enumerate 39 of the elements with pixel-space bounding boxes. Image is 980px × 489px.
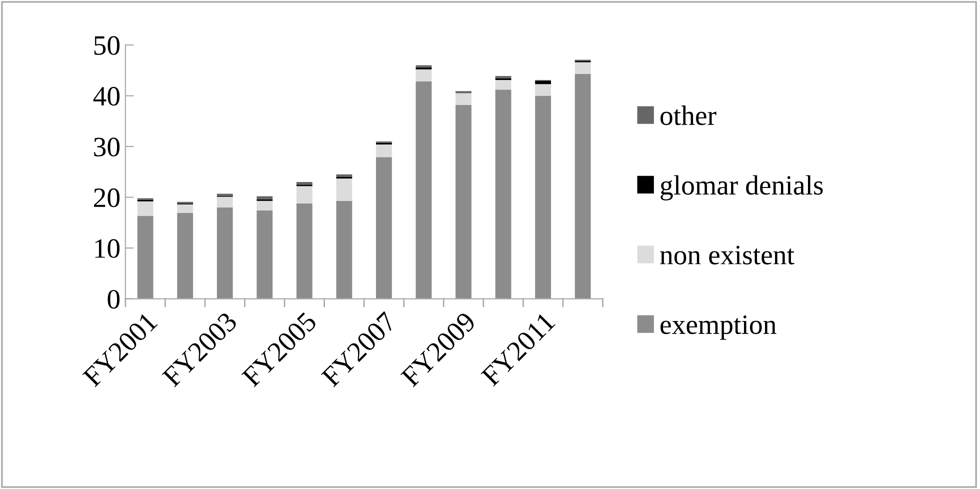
bar: [456, 93, 472, 105]
y-tick-label: 30: [94, 138, 120, 156]
bar: [574, 62, 591, 74]
bar: [296, 186, 312, 204]
bar: [535, 96, 551, 299]
bar: [376, 157, 392, 299]
y-tick-label: 0: [108, 290, 120, 309]
bar: [535, 84, 551, 96]
bar: [535, 81, 551, 84]
bar: [336, 174, 352, 177]
bar: [296, 203, 312, 299]
bar: [336, 200, 352, 299]
bar: [177, 213, 194, 299]
bar: [256, 200, 273, 210]
legend-label: other: [660, 106, 716, 126]
bar: [416, 69, 432, 82]
bar: [495, 80, 512, 90]
y-tick-label: 50: [94, 36, 120, 55]
bar: [177, 204, 194, 213]
bar: [216, 207, 233, 299]
bar: [137, 216, 154, 299]
bar: [495, 76, 512, 78]
legend-label: glomar denials: [660, 175, 823, 200]
bar: [256, 210, 273, 299]
bar: [296, 182, 312, 185]
bar: [216, 196, 233, 208]
bar: [137, 201, 154, 216]
bar: [574, 74, 591, 299]
y-tick-label: 40: [93, 86, 120, 106]
legend-label: exemption: [660, 315, 776, 340]
bar: [456, 104, 472, 299]
bar: [416, 82, 432, 299]
y-tick-label: 20: [94, 188, 120, 208]
bar: [376, 144, 392, 158]
legend-label: non existent: [660, 246, 794, 264]
y-tick-label: 10: [95, 239, 120, 258]
bar: [336, 178, 352, 201]
bar: [256, 196, 273, 200]
bar: [495, 90, 512, 299]
